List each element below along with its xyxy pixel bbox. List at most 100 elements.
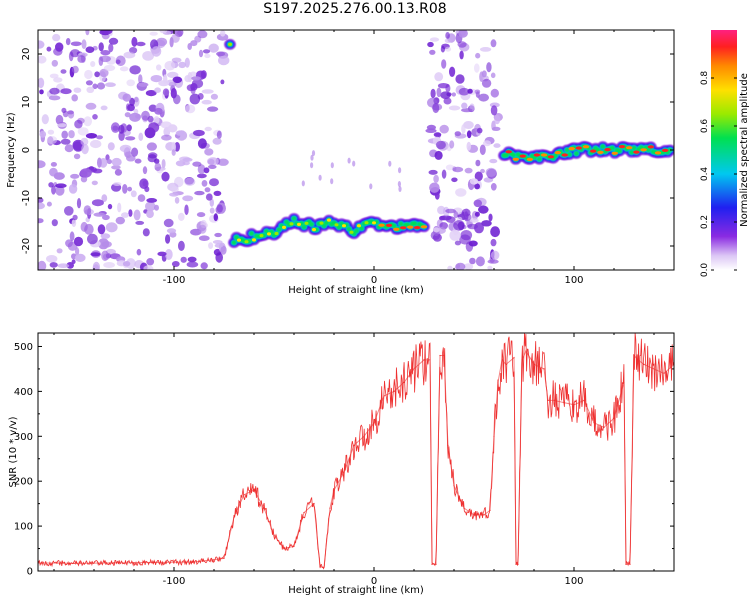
noise-blob [201,180,208,187]
snr-point [329,507,331,509]
noise-blob [469,218,479,223]
noise-blob [129,97,135,106]
y-tick-label: 10 [21,96,32,109]
noise-blob [439,124,449,134]
noise-blob [474,222,484,234]
snr-x-axis-label: Height of straight line (km) [288,585,424,596]
noise-blob [134,97,139,103]
snr-point [543,368,545,370]
noise-blob [142,228,150,237]
noise-blob [461,124,466,134]
noise-blob [60,88,72,95]
y-tick-label: 0 [27,567,33,578]
y-tick-label: 400 [14,387,33,398]
spectrogram-x-axis-label: Height of straight line (km) [288,285,424,296]
noise-blob [76,198,82,209]
ridge-blob [276,227,282,232]
snr-point [153,561,155,564]
colorbar: 0.0 0.2 0.4 0.6 0.8 Normalized spectral ampl… [700,30,750,277]
noise-blob [80,168,92,178]
ridge-blob [567,152,572,157]
noise-blob [108,43,114,53]
noise-blob [449,140,455,149]
noise-blob [100,233,111,239]
ridge-core [342,224,346,228]
noise-blob [216,204,223,213]
noise-blob [445,216,456,223]
noise-blob [111,157,122,167]
noise-blob [208,164,217,169]
y-tick-label: 200 [14,477,33,488]
noise-blob [49,73,59,79]
snr-point [613,417,615,419]
noise-blob [149,31,158,36]
noise-blob [310,162,314,169]
snr-point [547,399,549,401]
ridge-core [304,221,309,225]
noise-blob [452,166,464,173]
noise-blob [68,184,78,194]
ridge-blob [346,226,352,232]
ridge-core [372,221,376,225]
noise-blob [122,93,132,102]
ridge-blob [511,152,516,158]
noise-blob [165,234,171,244]
ridge-core [420,225,428,229]
noise-blob [170,88,177,99]
noise-blob [170,186,179,193]
noise-blob [131,36,138,47]
snr-point [363,435,365,437]
noise-blob [60,138,71,145]
ridge-core [400,226,407,230]
noise-blob [212,240,223,244]
noise-blob [158,80,170,87]
noise-blob [182,157,193,162]
noise-blob [86,86,95,94]
ridge-core [413,226,421,230]
noise-blob [80,221,88,232]
noise-blob [311,150,316,157]
noise-blob [171,57,182,63]
snr-point [637,359,639,361]
noise-blob [485,167,497,177]
ridge-blob [617,148,622,154]
noise-blob [457,41,467,48]
noise-blob [466,130,472,139]
noise-blob [145,90,157,97]
snr-point [373,422,375,424]
noise-blob [161,159,166,169]
noise-blob [56,248,63,254]
noise-blob [99,68,109,78]
snr-point [489,509,491,511]
ridge-blob [336,225,342,230]
noise-blob [90,139,102,149]
noise-blob [197,138,207,149]
noise-blob [481,78,492,88]
noise-blob [490,183,497,191]
spectrogram-ridge [224,38,674,249]
y-tick-label: 500 [14,342,33,353]
noise-blob [190,40,198,47]
noise-blob [476,127,483,134]
noise-blob [163,218,174,228]
snr-point [443,354,445,357]
noise-blob [38,260,47,270]
noise-blob [71,219,77,228]
noise-blob [398,167,402,174]
x-tick-label: 0 [371,275,377,286]
noise-blob [446,92,452,97]
noise-blob [129,65,141,75]
noise-blob [71,94,78,102]
noise-blob [490,238,497,247]
noise-blob [445,208,456,214]
colorbar-tick-label: 0.0 [700,263,710,278]
noise-blob [92,261,100,270]
ridge-core [327,218,331,222]
noise-blob [73,153,81,160]
noise-blob [178,212,185,221]
noise-blob [198,235,210,241]
ridge-blob [600,144,606,149]
noise-blob [83,116,92,127]
noise-blob [69,231,75,242]
snr-point [553,399,555,401]
